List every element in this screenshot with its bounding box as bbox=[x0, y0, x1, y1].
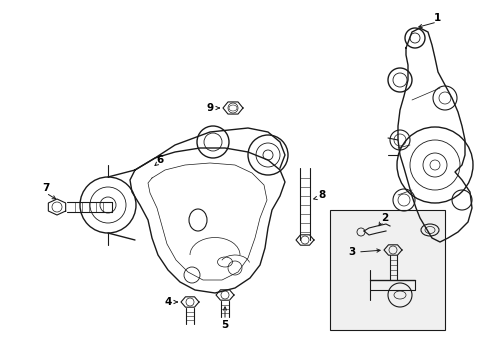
Text: 7: 7 bbox=[42, 183, 49, 193]
Text: 1: 1 bbox=[433, 13, 441, 23]
Bar bbox=[330, 210, 445, 330]
Text: 2: 2 bbox=[381, 213, 389, 223]
Text: 5: 5 bbox=[221, 320, 229, 330]
Text: 8: 8 bbox=[318, 190, 326, 200]
Text: 6: 6 bbox=[156, 155, 164, 165]
Text: 9: 9 bbox=[206, 103, 214, 113]
Text: 3: 3 bbox=[348, 247, 356, 257]
Text: 4: 4 bbox=[164, 297, 171, 307]
